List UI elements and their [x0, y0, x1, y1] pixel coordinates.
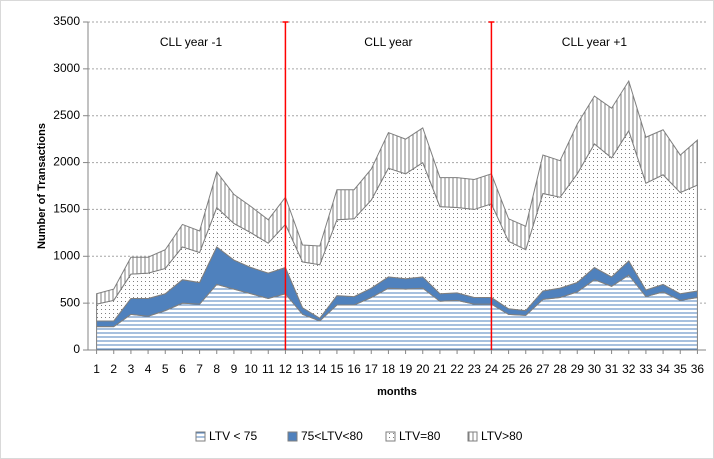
x-tick-label: 29 [571, 362, 585, 376]
x-tick-label: 22 [450, 362, 464, 376]
x-tick-label: 16 [347, 362, 361, 376]
x-tick-label: 24 [485, 362, 499, 376]
x-tick-label: 30 [588, 362, 602, 376]
x-tick-label: 15 [330, 362, 344, 376]
y-axis-title: Number of Transactions [36, 123, 48, 249]
x-tick-label: 33 [639, 362, 653, 376]
y-tick-label: 1000 [53, 248, 80, 262]
x-tick-label: 25 [502, 362, 516, 376]
x-tick-label: 21 [433, 362, 447, 376]
x-tick-label: 3 [128, 362, 135, 376]
legend-swatch [287, 431, 298, 442]
x-tick-label: 12 [279, 362, 293, 376]
y-tick-label: 2000 [53, 155, 80, 169]
x-tick-label: 5 [162, 362, 169, 376]
annotation: CLL year -1 [160, 35, 223, 49]
legend-swatch [195, 431, 206, 442]
x-axis-title: months [377, 386, 417, 398]
y-tick-label: 3500 [53, 14, 80, 28]
x-tick-label: 31 [605, 362, 619, 376]
x-tick-label: 28 [553, 362, 567, 376]
legend-swatch [467, 431, 478, 442]
x-tick-label: 7 [196, 362, 203, 376]
x-tick-label: 32 [622, 362, 636, 376]
x-tick-label: 13 [296, 362, 310, 376]
x-tick-label: 34 [656, 362, 670, 376]
y-tick-label: 0 [73, 342, 80, 356]
x-tick-label: 14 [313, 362, 327, 376]
x-tick-label: 6 [179, 362, 186, 376]
x-tick-label: 36 [691, 362, 705, 376]
y-tick-label: 3000 [53, 61, 80, 75]
x-tick-label: 9 [231, 362, 238, 376]
y-tick-label: 2500 [53, 108, 80, 122]
y-tick-label: 500 [60, 295, 80, 309]
x-tick-label: 2 [110, 362, 117, 376]
legend-label: LTV < 75 [209, 429, 257, 443]
x-tick-label: 20 [416, 362, 430, 376]
x-tick-label: 27 [536, 362, 550, 376]
x-tick-label: 17 [365, 362, 379, 376]
x-tick-label: 35 [674, 362, 688, 376]
x-tick-label: 23 [468, 362, 482, 376]
x-tick-label: 1 [93, 362, 100, 376]
legend-label: 75<LTV<80 [301, 429, 363, 443]
legend-swatch [385, 431, 396, 442]
x-tick-label: 18 [382, 362, 396, 376]
legend-label: LTV>80 [481, 429, 523, 443]
x-tick-label: 11 [262, 362, 275, 376]
y-tick-label: 1500 [53, 202, 80, 216]
annotation: CLL year [364, 35, 412, 49]
x-tick-label: 10 [244, 362, 258, 376]
x-tick-label: 19 [399, 362, 413, 376]
x-tick-label: 4 [145, 362, 152, 376]
legend-label: LTV=80 [399, 429, 441, 443]
x-tick-label: 26 [519, 362, 533, 376]
x-tick-label: 8 [213, 362, 220, 376]
annotation: CLL year +1 [562, 35, 628, 49]
